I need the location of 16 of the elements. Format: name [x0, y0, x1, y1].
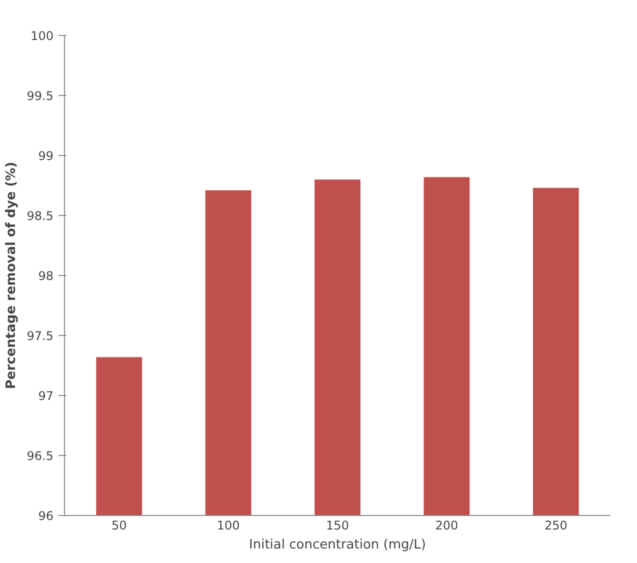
- y-tick-label: 100: [30, 29, 54, 43]
- y-tick-label: 96: [38, 509, 54, 523]
- x-tick-label: 100: [216, 518, 240, 532]
- y-tick-label: 96.5: [26, 449, 54, 463]
- y-tick-label: 98: [38, 269, 54, 283]
- x-tick-label: 200: [435, 518, 458, 532]
- y-tick-label: 97.5: [26, 329, 54, 343]
- y-tick-label: 99.5: [26, 89, 54, 103]
- x-axis-title: Initial concentration (mg/L): [249, 538, 426, 552]
- x-tick-label: 250: [544, 518, 568, 532]
- y-tick-label: 97: [38, 389, 54, 403]
- x-tick-label: 50: [111, 518, 127, 532]
- x-tick-label: 150: [326, 518, 349, 532]
- y-tick-label: 98.5: [26, 209, 54, 223]
- y-tick-label: 99: [38, 149, 54, 163]
- y-axis-title: Percentage removal of dye (%): [4, 162, 19, 390]
